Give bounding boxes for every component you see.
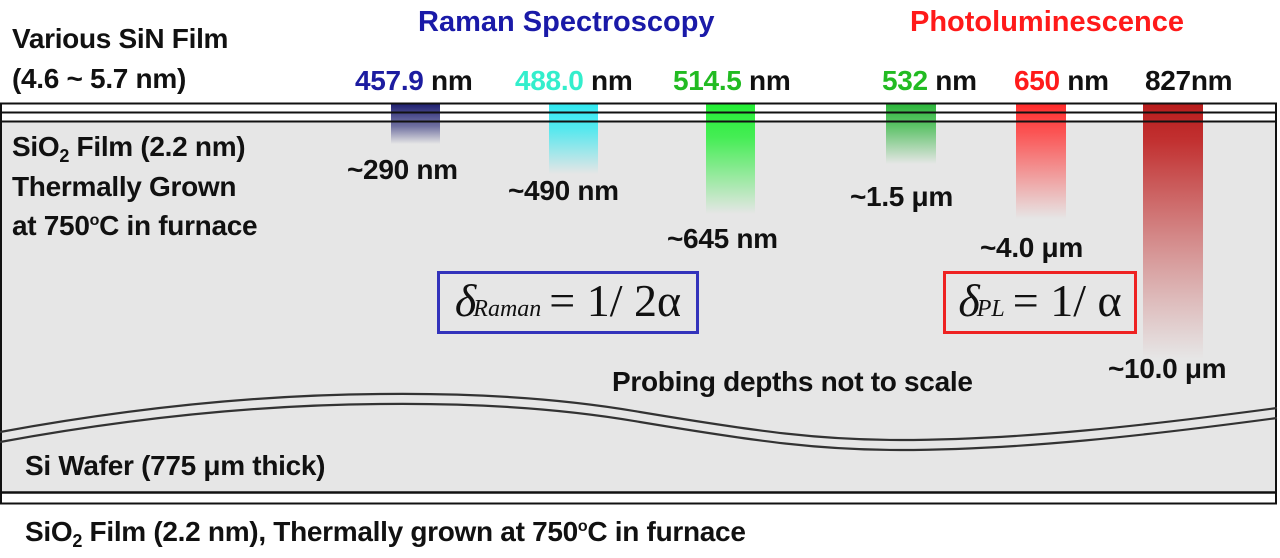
scale-note: Probing depths not to scale xyxy=(612,366,973,397)
wavelength-unit: nm xyxy=(927,65,977,96)
wavelength-unit: nm xyxy=(741,65,791,96)
delta-symbol: δ xyxy=(454,275,477,326)
sio2-bottom-label: SiO2 Film (2.2 nm), Thermally grown at 7… xyxy=(25,516,746,551)
wavelength-unit: nm xyxy=(423,65,473,96)
wafer-break-line-upper xyxy=(0,392,1278,442)
wavelength-value: 827 xyxy=(1145,65,1191,96)
formula-subscript: PL xyxy=(976,296,1005,322)
probe-bar-650 xyxy=(1016,104,1066,219)
wavelength-unit: nm xyxy=(1059,65,1109,96)
wavelength-value: 457.9 xyxy=(355,65,424,96)
sio2-top-label: SiO2 Film (2.2 nm) xyxy=(12,131,246,166)
wavelength-value: 488.0 xyxy=(515,65,584,96)
probe-bar-532 xyxy=(886,104,936,164)
depth-label-827: ~10.0 μm xyxy=(1108,353,1227,384)
formula-subscript: Raman xyxy=(473,296,542,322)
wavelength-label-514: 514.5 nm xyxy=(673,65,791,96)
depth-label-650: ~4.0 μm xyxy=(980,232,1083,263)
wavelength-label-827: 827nm xyxy=(1145,65,1233,96)
probe-bar-488 xyxy=(549,104,598,174)
formula-rhs: = 1/ 2α xyxy=(549,275,682,326)
depth-label-532: ~1.5 μm xyxy=(850,181,953,212)
depth-label-457: ~290 nm xyxy=(347,154,458,185)
wavelength-unit: nm xyxy=(583,65,633,96)
sin-film-thickness: (4.6 ~ 5.7 nm) xyxy=(12,63,186,94)
si-wafer-label: Si Wafer (775 μm thick) xyxy=(25,450,326,481)
wavelength-value: 532 xyxy=(882,65,928,96)
wavelength-unit: nm xyxy=(1190,65,1233,96)
probe-bar-457 xyxy=(391,104,440,144)
pl-depth-formula: δ PL = 1/ α xyxy=(943,271,1137,334)
wafer-break-line-lower xyxy=(0,402,1278,452)
depth-label-488: ~490 nm xyxy=(508,175,619,206)
wavelength-label-457: 457.9 nm xyxy=(355,65,473,96)
raman-depth-formula: δ Raman = 1/ 2α xyxy=(437,271,699,334)
raman-heading: Raman Spectroscopy xyxy=(418,6,715,38)
wavelength-value: 514.5 xyxy=(673,65,742,96)
wavelength-value: 650 xyxy=(1014,65,1060,96)
depth-label-514: ~645 nm xyxy=(667,223,778,254)
bottom-film xyxy=(1,493,1276,503)
sin-film-label: Various SiN Film xyxy=(12,23,229,54)
formula-rhs: = 1/ α xyxy=(1012,275,1122,326)
probe-bar-827 xyxy=(1143,104,1203,359)
sio2-top-temperature: at 750oC in furnace xyxy=(12,210,258,241)
wavelength-label-488: 488.0 nm xyxy=(515,65,633,96)
delta-symbol: δ xyxy=(958,275,980,326)
pl-heading: Photoluminescence xyxy=(910,6,1184,38)
wavelength-label-532: 532 nm xyxy=(882,67,977,95)
wavelength-label-650: 650 nm xyxy=(1014,67,1109,95)
sio2-top-growth: Thermally Grown xyxy=(12,171,237,202)
